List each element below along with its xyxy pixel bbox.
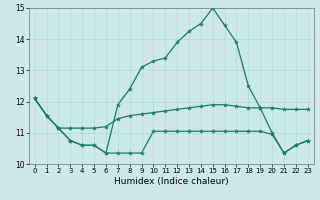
X-axis label: Humidex (Indice chaleur): Humidex (Indice chaleur) bbox=[114, 177, 228, 186]
